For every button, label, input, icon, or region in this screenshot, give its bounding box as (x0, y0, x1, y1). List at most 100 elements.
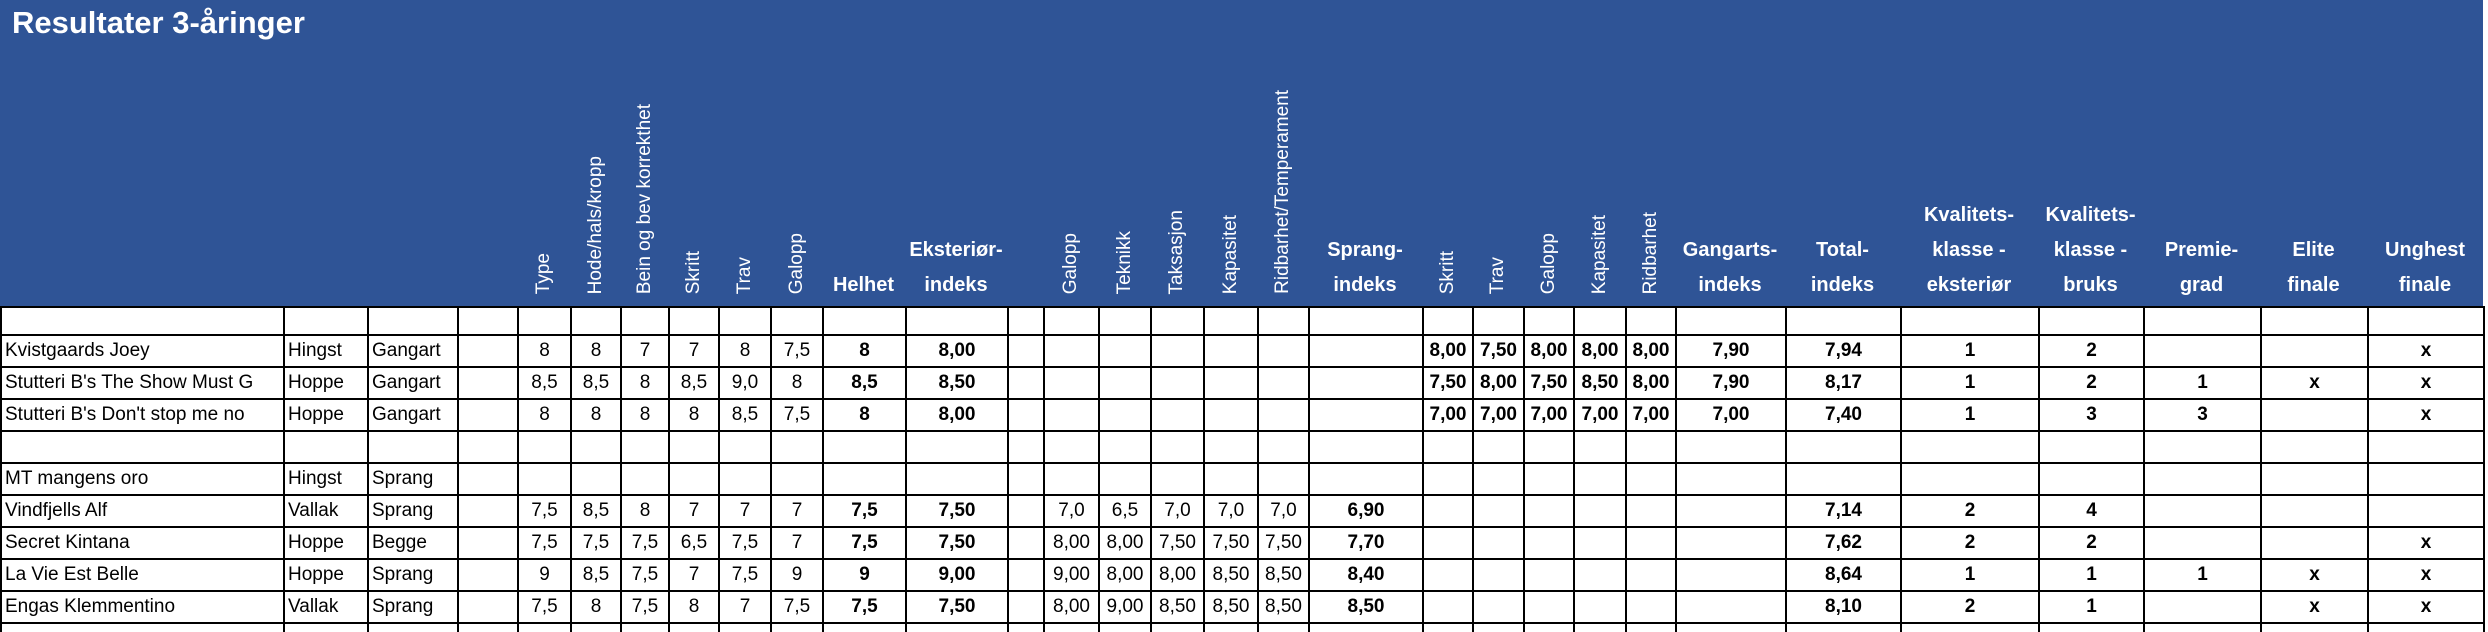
cell-unghest_finale[interactable] (2367, 306, 2485, 336)
cell-teknikk[interactable]: 9,00 (1098, 590, 1152, 624)
cell-teknikk[interactable]: 6,5 (1098, 494, 1152, 528)
cell-kval_bruks[interactable]: 1 (2038, 590, 2145, 624)
cell-kval_eksterior[interactable]: 2 (1900, 494, 2040, 528)
cell-total_indeks[interactable] (1785, 430, 1902, 464)
cell-helhet[interactable]: 8,5 (822, 366, 907, 400)
cell-kapasitet_gang[interactable] (1573, 622, 1627, 632)
cell-unghest_finale[interactable] (2367, 430, 2485, 464)
cell-galopp_sprang[interactable] (1043, 366, 1100, 400)
cell-elite_finale[interactable] (2260, 430, 2369, 464)
cell-name[interactable] (0, 430, 285, 464)
cell-galopp_eks[interactable]: 7 (770, 526, 824, 560)
cell-discipline[interactable] (367, 622, 459, 632)
cell-trav_eks[interactable]: 7 (718, 494, 772, 528)
cell-premiegrad[interactable] (2143, 430, 2262, 464)
cell-premiegrad[interactable] (2143, 526, 2262, 560)
cell-unghest_finale[interactable]: x (2367, 590, 2485, 624)
cell-ridbarhet_gang[interactable]: 8,00 (1625, 366, 1677, 400)
cell-kapasitet_sprang[interactable] (1203, 622, 1259, 632)
cell-ridbarhet_temp[interactable] (1257, 366, 1310, 400)
cell-unghest_finale[interactable]: x (2367, 334, 2485, 368)
cell-spacer2[interactable] (1007, 526, 1045, 560)
cell-trav_eks[interactable] (718, 622, 772, 632)
cell-helhet[interactable]: 7,5 (822, 526, 907, 560)
cell-kapasitet_sprang[interactable] (1203, 462, 1259, 496)
cell-sex[interactable] (283, 430, 369, 464)
cell-kval_eksterior[interactable]: 1 (1900, 366, 2040, 400)
cell-sprang_indeks[interactable] (1308, 398, 1424, 432)
cell-hode_hals_kropp[interactable]: 7,5 (570, 526, 622, 560)
cell-sex[interactable]: Hoppe (283, 526, 369, 560)
cell-spacer2[interactable] (1007, 494, 1045, 528)
cell-name[interactable]: Stutteri B's Don't stop me no (0, 398, 285, 432)
cell-sex[interactable] (283, 306, 369, 336)
cell-skritt_gang[interactable] (1422, 494, 1474, 528)
cell-elite_finale[interactable] (2260, 462, 2369, 496)
cell-spacer2[interactable] (1007, 306, 1045, 336)
cell-skritt_eks[interactable] (668, 462, 720, 496)
cell-spacer2[interactable] (1007, 558, 1045, 592)
cell-galopp_gang[interactable] (1523, 526, 1575, 560)
cell-galopp_gang[interactable] (1523, 430, 1575, 464)
cell-teknikk[interactable]: 8,00 (1098, 558, 1152, 592)
cell-skritt_eks[interactable]: 8 (668, 590, 720, 624)
cell-eksterior_indeks[interactable]: 7,50 (905, 494, 1009, 528)
cell-skritt_gang[interactable] (1422, 430, 1474, 464)
cell-trav_gang[interactable] (1472, 306, 1525, 336)
cell-gangarts_indeks[interactable] (1675, 590, 1787, 624)
cell-gangarts_indeks[interactable] (1675, 526, 1787, 560)
cell-kval_eksterior[interactable]: 1 (1900, 398, 2040, 432)
cell-bein_korrekthet[interactable] (620, 430, 670, 464)
cell-galopp_gang[interactable]: 7,50 (1523, 366, 1575, 400)
cell-unghest_finale[interactable] (2367, 622, 2485, 632)
cell-spacer1[interactable] (457, 622, 519, 632)
cell-hode_hals_kropp[interactable]: 8 (570, 590, 622, 624)
cell-kval_bruks[interactable]: 2 (2038, 526, 2145, 560)
cell-eksterior_indeks[interactable]: 7,50 (905, 526, 1009, 560)
cell-premiegrad[interactable] (2143, 590, 2262, 624)
cell-taksasjon[interactable]: 8,50 (1150, 590, 1205, 624)
cell-premiegrad[interactable]: 3 (2143, 398, 2262, 432)
cell-gangarts_indeks[interactable] (1675, 558, 1787, 592)
cell-kval_bruks[interactable]: 4 (2038, 494, 2145, 528)
cell-ridbarhet_temp[interactable] (1257, 398, 1310, 432)
cell-kval_bruks[interactable] (2038, 306, 2145, 336)
cell-taksasjon[interactable] (1150, 306, 1205, 336)
cell-bein_korrekthet[interactable]: 7,5 (620, 526, 670, 560)
cell-galopp_sprang[interactable]: 9,00 (1043, 558, 1100, 592)
cell-bein_korrekthet[interactable]: 7 (620, 334, 670, 368)
cell-kval_bruks[interactable]: 3 (2038, 398, 2145, 432)
cell-bein_korrekthet[interactable]: 7,5 (620, 590, 670, 624)
cell-kapasitet_sprang[interactable]: 8,50 (1203, 558, 1259, 592)
cell-discipline[interactable]: Sprang (367, 590, 459, 624)
cell-galopp_eks[interactable]: 8 (770, 366, 824, 400)
cell-elite_finale[interactable] (2260, 622, 2369, 632)
cell-hode_hals_kropp[interactable] (570, 306, 622, 336)
cell-elite_finale[interactable]: x (2260, 366, 2369, 400)
cell-helhet[interactable]: 8 (822, 398, 907, 432)
cell-kapasitet_gang[interactable] (1573, 558, 1627, 592)
cell-type[interactable] (517, 622, 572, 632)
cell-bein_korrekthet[interactable]: 8 (620, 366, 670, 400)
cell-galopp_gang[interactable] (1523, 306, 1575, 336)
cell-galopp_gang[interactable] (1523, 462, 1575, 496)
cell-discipline[interactable]: Begge (367, 526, 459, 560)
cell-spacer1[interactable] (457, 558, 519, 592)
cell-total_indeks[interactable]: 8,10 (1785, 590, 1902, 624)
cell-total_indeks[interactable]: 7,40 (1785, 398, 1902, 432)
cell-trav_eks[interactable] (718, 462, 772, 496)
cell-name[interactable]: Secret Kintana (0, 526, 285, 560)
cell-kapasitet_gang[interactable] (1573, 526, 1627, 560)
cell-taksasjon[interactable] (1150, 366, 1205, 400)
cell-premiegrad[interactable] (2143, 462, 2262, 496)
cell-elite_finale[interactable] (2260, 306, 2369, 336)
cell-eksterior_indeks[interactable]: 8,00 (905, 398, 1009, 432)
cell-trav_eks[interactable] (718, 430, 772, 464)
cell-teknikk[interactable] (1098, 366, 1152, 400)
cell-spacer2[interactable] (1007, 462, 1045, 496)
cell-bein_korrekthet[interactable]: 8 (620, 398, 670, 432)
cell-helhet[interactable] (822, 622, 907, 632)
cell-sex[interactable]: Hoppe (283, 366, 369, 400)
cell-discipline[interactable] (367, 306, 459, 336)
cell-ridbarhet_gang[interactable] (1625, 494, 1677, 528)
